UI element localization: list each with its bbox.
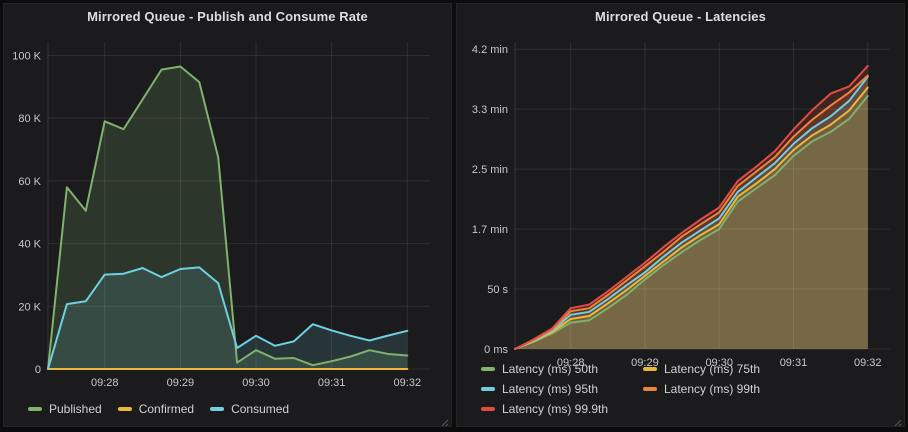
chart-svg-publish-consume-rate[interactable]: 0 20 K 40 K 60 K 80 K 100 K 09:28 09:29 09:30 09:… [4,28,450,394]
legend-label: Consumed [231,402,290,416]
legend-item-latency-ms-50th[interactable]: Latency (ms) 50th [481,360,627,378]
legend-publish-consume-rate: Published Confirmed Consumed [4,398,451,426]
panel-resize-handle[interactable] [439,414,449,427]
legend-swatch-latency-ms-99th [643,387,657,391]
y-tick-label: 1.7 min [472,224,508,236]
x-tick-label: 09:31 [780,357,808,369]
legend-swatch-latency-ms-75th [643,367,657,371]
y-tick-label: 0 [35,364,41,376]
legend-swatch-latency-ms-99-9th [481,407,495,411]
resize-grip-icon [441,419,449,427]
legend-item-latency-ms-99-9th[interactable]: Latency (ms) 99.9th [481,400,627,418]
area-latency-ms-75th [515,87,868,349]
legend-item-latency-ms-75th[interactable]: Latency (ms) 75th [643,360,789,378]
panel-title-latencies[interactable]: Mirrored Queue - Latencies [595,8,766,24]
x-tick-label: 09:32 [394,377,422,389]
y-tick-label: 20 K [18,301,41,313]
series-line-latency-ms-99th [514,74,869,350]
series-line-latency-ms-75th [514,86,869,350]
legend-swatch-latency-ms-95th [481,387,495,391]
legend-item-consumed[interactable]: Consumed [210,400,289,418]
panel-title-publish-consume-rate[interactable]: Mirrored Queue - Publish and Consume Rat… [87,8,368,24]
y-tick-label: 4.2 min [472,44,508,56]
chart-publish-consume-rate[interactable]: 0 20 K 40 K 60 K 80 K 100 K 09:28 09:29 09:30 09:… [4,28,451,398]
legend-swatch-published [28,407,42,411]
chart-latencies[interactable]: 0 ms 50 s 1.7 min 2.5 min 3.3 min 4.2 min 09:2… [457,28,904,369]
x-tick-label: 09:28 [557,357,585,369]
x-tick-label: 09:31 [318,377,346,389]
legend-label: Latency (ms) 99.9th [502,402,609,416]
y-tick-label: 2.5 min [472,164,508,176]
area-latency-ms-99-9th [515,66,868,349]
y-tick-label: 50 s [487,284,508,296]
y-tick-label: 3.3 min [472,104,508,116]
area-latency-ms-50th [515,96,868,349]
area-latency-ms-99th [515,75,868,349]
legend-label: Latency (ms) 95th [502,382,599,396]
series-line-latency-ms-99-9th [514,65,869,350]
x-tick-label: 09:30 [242,377,270,389]
area-latency-ms-95th [515,76,868,350]
panel-latencies: Mirrored Queue - Latencies 0 ms 50 s 1.7 m… [456,3,905,427]
legend-label: Confirmed [138,402,195,416]
y-tick-label: 80 K [18,113,41,125]
series-line-consumed [47,266,409,370]
legend-latencies: Latency (ms) 50th Latency (ms) 75th Latenc… [457,358,904,426]
legend-label: Latency (ms) 50th [502,362,599,376]
chart-svg-latencies[interactable]: 0 ms 50 s 1.7 min 2.5 min 3.3 min 4.2 min 09:2… [457,28,903,374]
legend-item-confirmed[interactable]: Confirmed [117,400,195,418]
series-line-latency-ms-50th [514,95,869,350]
series-line-published [47,65,409,370]
legend-swatch-confirmed [117,407,132,411]
y-tick-label: 40 K [18,239,41,251]
legend-item-latency-ms-99th[interactable]: Latency (ms) 99th [643,380,789,398]
y-tick-label: 100 K [12,50,41,62]
x-tick-label: 09:32 [854,357,882,369]
x-tick-label: 09:28 [91,377,119,389]
panel-publish-consume-rate: Mirrored Queue - Publish and Consume Rat… [3,3,452,427]
y-tick-label: 60 K [18,176,41,188]
legend-label: Published [49,402,102,416]
x-tick-label: 09:29 [167,377,195,389]
series-line-latency-ms-95th [514,75,869,350]
legend-label: Latency (ms) 99th [664,382,761,396]
legend-swatch-latency-ms-50th [481,367,495,371]
legend-item-published[interactable]: Published [28,400,102,418]
legend-swatch-consumed [210,407,225,411]
legend-item-latency-ms-95th[interactable]: Latency (ms) 95th [481,380,627,398]
x-tick-label: 09:30 [705,357,733,369]
area-published [48,66,408,369]
legend-label: Latency (ms) 75th [664,362,761,376]
x-tick-label: 09:29 [631,357,659,369]
panel-resize-handle[interactable] [892,414,902,427]
resize-grip-icon [894,419,902,427]
y-tick-label: 0 ms [484,344,508,356]
